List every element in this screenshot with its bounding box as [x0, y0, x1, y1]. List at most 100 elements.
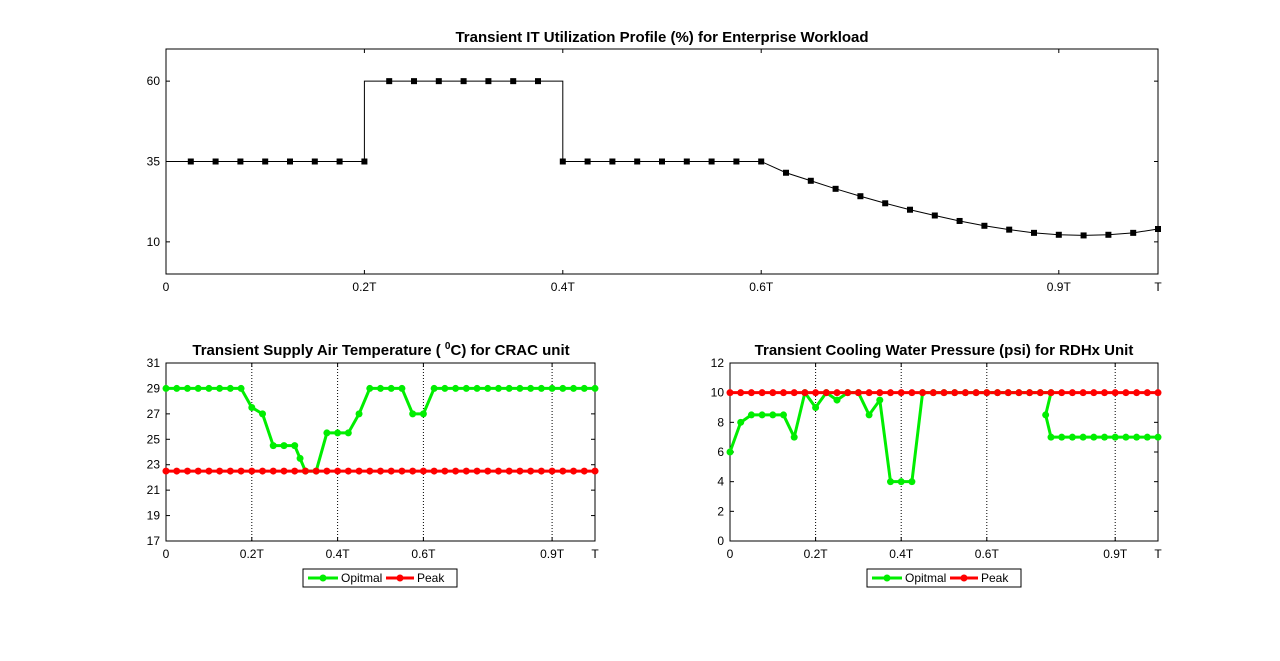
x-tick-label: 0.4T	[551, 280, 576, 294]
peak-point	[269, 467, 277, 475]
peak-point	[312, 467, 320, 475]
peak-point	[301, 467, 309, 475]
optimal-point	[473, 384, 481, 392]
x-tick-label: T	[1154, 547, 1162, 561]
utilization-chart-title: Transient IT Utilization Profile (%) for…	[455, 29, 868, 46]
x-tick-label: T	[591, 547, 599, 561]
utilization-point	[336, 158, 343, 165]
optimal-point	[162, 384, 170, 392]
utilization-point	[435, 78, 442, 85]
peak-point	[387, 467, 395, 475]
peak-point	[1015, 389, 1023, 397]
x-tick-label: 0.6T	[975, 547, 1000, 561]
optimal-point	[1042, 411, 1050, 419]
optimal-point	[780, 411, 787, 419]
optimal-point	[494, 384, 502, 392]
optimal-point	[865, 411, 873, 419]
peak-point	[983, 389, 991, 397]
utilization-point	[559, 158, 566, 165]
y-tick-label: 21	[147, 483, 161, 497]
utilization-point	[609, 158, 616, 165]
peak-point	[398, 467, 406, 475]
peak-point	[559, 467, 567, 475]
optimal-point	[1111, 433, 1119, 441]
utilization-point	[733, 158, 740, 165]
y-tick-label: 6	[717, 445, 724, 459]
peak-point	[537, 467, 545, 475]
peak-point	[484, 467, 492, 475]
utilization-point	[807, 177, 814, 184]
optimal-point	[183, 384, 191, 392]
peak-point	[323, 467, 331, 475]
optimal-point	[591, 384, 599, 392]
peak-point	[473, 467, 481, 475]
peak-point	[737, 389, 745, 397]
cooling-water-pressure-chart: Transient Cooling Water Pressure (psi) f…	[711, 342, 1162, 588]
legend-peak-marker	[396, 574, 404, 582]
y-tick-label: 4	[717, 475, 724, 489]
utilization-point	[758, 158, 765, 165]
legend-optimal-marker	[883, 574, 891, 582]
optimal-point	[366, 384, 374, 392]
optimal-point	[726, 448, 734, 456]
optimal-point	[516, 384, 524, 392]
supply-air-temp-chart: Transient Supply Air Temperature ( 0C) f…	[147, 341, 599, 588]
peak-point	[216, 467, 224, 475]
optimal-point	[1068, 433, 1076, 441]
peak-point	[961, 389, 969, 397]
optimal-point	[876, 396, 884, 404]
peak-point	[908, 389, 916, 397]
peak-point	[1058, 389, 1066, 397]
legend-box	[302, 568, 458, 588]
utilization-point	[981, 222, 988, 229]
x-tick-label: 0	[727, 547, 734, 561]
y-tick-label: 25	[147, 432, 161, 446]
x-tick-label: 0	[163, 547, 170, 561]
optimal-point	[194, 384, 202, 392]
peak-point	[527, 467, 535, 475]
optimal-point	[280, 442, 288, 450]
peak-point	[162, 467, 170, 475]
utilization-point	[411, 78, 417, 85]
optimal-point	[790, 433, 798, 441]
optimal-point	[344, 429, 352, 437]
supply-air-temp-chart-title: Transient Supply Air Temperature ( 0C) f…	[192, 341, 569, 359]
utilization-point	[683, 158, 690, 165]
peak-point	[1047, 389, 1055, 397]
legend-optimal-marker	[319, 574, 327, 582]
utilization-point	[584, 158, 591, 165]
peak-point	[1101, 389, 1108, 397]
x-tick-label: 0.2T	[804, 547, 829, 561]
peak-point	[516, 467, 524, 475]
optimal-point	[296, 454, 304, 462]
optimal-point	[887, 478, 894, 486]
optimal-point	[537, 384, 545, 392]
utilization-point	[237, 158, 244, 165]
optimal-point	[409, 410, 417, 418]
optimal-point	[758, 411, 766, 419]
utilization-point	[634, 158, 641, 165]
utilization-point	[287, 158, 293, 165]
optimal-point	[505, 384, 513, 392]
peak-point	[1154, 389, 1162, 397]
utilization-point	[956, 217, 963, 224]
peak-point	[377, 467, 384, 475]
peak-point	[822, 389, 830, 397]
peak-point	[248, 467, 256, 475]
peak-point	[897, 389, 905, 397]
peak-point	[1004, 389, 1012, 397]
peak-point	[355, 467, 363, 475]
optimal-point	[430, 384, 438, 392]
optimal-point	[216, 384, 224, 392]
supply-air-temp-plot-area	[165, 362, 596, 542]
optimal-point	[237, 384, 245, 392]
peak-point	[1143, 389, 1151, 397]
legend-box	[866, 568, 1022, 588]
optimal-point	[419, 410, 427, 418]
optimal-point	[833, 396, 841, 404]
x-tick-label: 0.6T	[749, 280, 774, 294]
x-tick-label: 0.4T	[326, 547, 351, 561]
optimal-point	[1058, 433, 1066, 441]
x-tick-label: 0.9T	[540, 547, 565, 561]
peak-point	[344, 467, 352, 475]
